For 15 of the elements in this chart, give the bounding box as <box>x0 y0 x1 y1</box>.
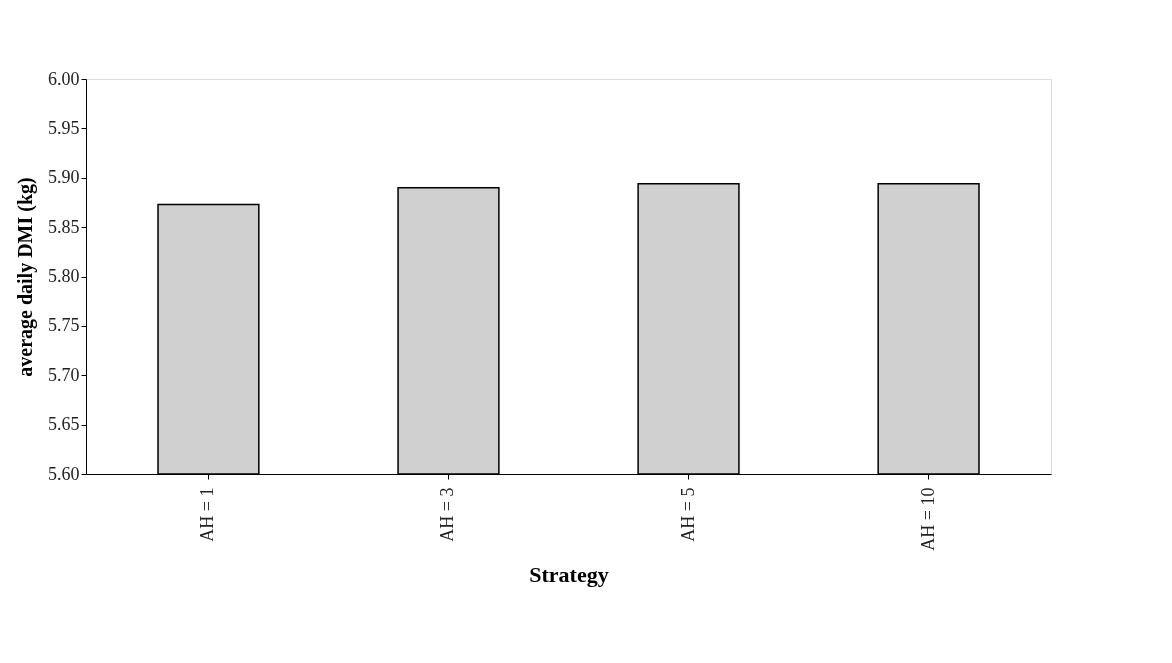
x-tick-label: AH = 5 <box>677 487 698 542</box>
y-tick-label: 5.70 <box>48 364 80 385</box>
y-tick-label: 5.80 <box>48 266 80 286</box>
x-tick-label: AH = 10 <box>917 487 938 551</box>
y-tick-label: 6.00 <box>48 68 80 89</box>
y-tick-label: 5.75 <box>48 315 80 336</box>
y-tick-label: 5.95 <box>48 117 80 138</box>
y-tick-label: 5.85 <box>48 216 80 237</box>
x-tick-label: AH = 1 <box>197 487 218 542</box>
y-tick-label: 5.90 <box>48 167 80 188</box>
x-axis-title: Strategy <box>529 561 609 587</box>
y-tick-label: 5.60 <box>48 463 80 484</box>
y-tick-label: 5.65 <box>48 414 80 435</box>
x-tick-label: AH = 3 <box>437 487 458 542</box>
y-axis-title: average daily DMI (kg) <box>14 177 37 377</box>
